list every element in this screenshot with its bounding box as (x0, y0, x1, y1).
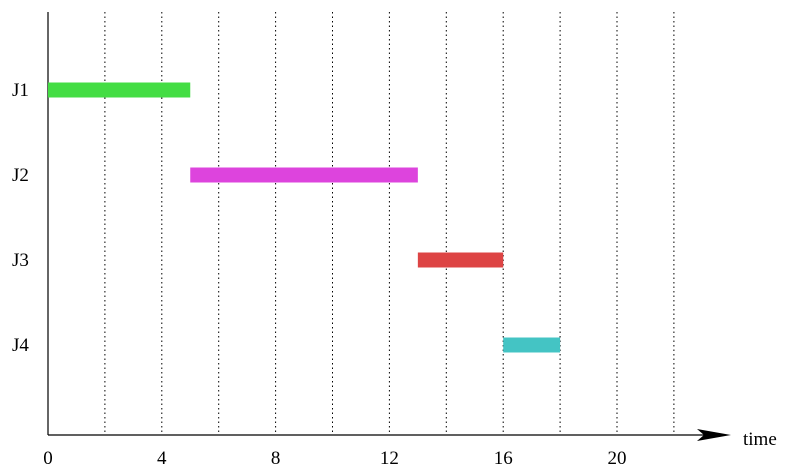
x-axis-arrowhead (697, 429, 731, 441)
x-tick-labels: 0 4 8 12 16 20 (43, 448, 626, 469)
job-labels: J1 J2 J3 J4 (12, 80, 29, 356)
job-bar-j1 (48, 82, 191, 98)
x-tick-label: 12 (380, 448, 399, 469)
job-label-j3: J3 (12, 250, 29, 271)
grid-lines (104, 12, 675, 435)
x-tick-label: 16 (494, 448, 513, 469)
x-tick-label: 20 (608, 448, 627, 469)
axes: time (47, 12, 777, 450)
x-tick-label: 8 (271, 448, 281, 469)
x-tick-label: 0 (43, 448, 53, 469)
x-tick-label: 4 (157, 448, 167, 469)
job-label-j1: J1 (12, 80, 29, 101)
job-label-j4: J4 (12, 335, 29, 356)
job-bars (48, 82, 561, 353)
x-axis-label: time (743, 429, 777, 450)
job-label-j2: J2 (12, 165, 29, 186)
job-bar-j3 (417, 252, 504, 268)
job-bar-j2 (190, 167, 418, 183)
job-bar-j4 (503, 337, 561, 353)
